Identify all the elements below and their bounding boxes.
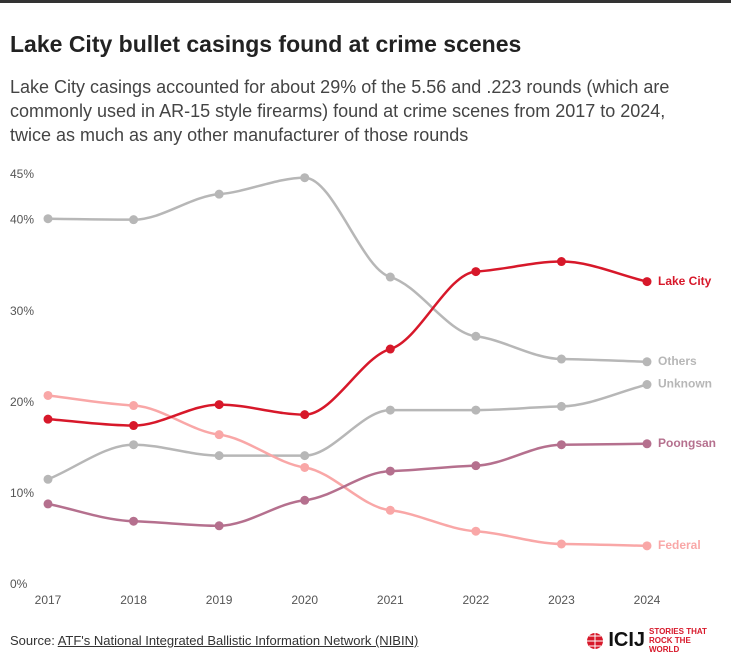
point	[300, 451, 310, 461]
x-tick-label: 2021	[377, 593, 404, 607]
globe-icon	[587, 632, 604, 649]
point	[642, 380, 652, 390]
y-tick-label: 30%	[10, 304, 34, 318]
point	[300, 173, 310, 183]
point	[129, 440, 139, 450]
point	[642, 541, 652, 551]
line	[47, 394, 648, 548]
point	[43, 214, 53, 224]
point	[471, 461, 481, 471]
line	[47, 383, 648, 481]
series-label: Unknown	[658, 377, 712, 391]
point	[642, 357, 652, 367]
source: Source: ATF's National Integrated Ballis…	[10, 633, 418, 648]
point	[214, 189, 224, 199]
point	[43, 474, 53, 484]
point	[385, 466, 395, 476]
point	[129, 516, 139, 526]
point	[556, 354, 566, 364]
x-tick-label: 2019	[206, 593, 233, 607]
point	[385, 405, 395, 415]
x-tick-label: 2020	[291, 593, 318, 607]
point	[300, 495, 310, 505]
x-tick-label: 2018	[120, 593, 147, 607]
source-label: Source:	[10, 633, 55, 648]
point	[385, 505, 395, 515]
y-tick-label: 10%	[10, 486, 34, 500]
point	[129, 401, 139, 411]
x-tick-label: 2023	[548, 593, 575, 607]
y-tick-label: 0%	[10, 577, 28, 591]
line	[47, 260, 648, 427]
point	[43, 414, 53, 424]
point	[556, 440, 566, 450]
point	[471, 526, 481, 536]
series-label: Lake City	[658, 274, 712, 288]
chart-title: Lake City bullet casings found at crime …	[10, 31, 522, 57]
point	[214, 430, 224, 440]
point	[642, 277, 652, 287]
point	[642, 439, 652, 449]
chart: 0% 10% 20% 30% 40% 45% 2017 2018 2019 2020 2021 202…	[10, 167, 716, 607]
point	[300, 410, 310, 420]
x-tick-label: 2017	[35, 593, 62, 607]
series-label: Others	[658, 354, 697, 368]
point	[471, 267, 481, 277]
line	[47, 442, 648, 528]
point	[129, 215, 139, 225]
source-link[interactable]: ATF's National Integrated Ballistic Info…	[57, 633, 419, 648]
point	[556, 257, 566, 267]
series-label: Poongsan	[658, 436, 716, 450]
y-tick-label: 45%	[10, 167, 34, 181]
x-tick-label: 2022	[463, 593, 490, 607]
point	[385, 344, 395, 354]
point	[214, 451, 224, 461]
chart-subtitle: Lake City casings accounted for about 29…	[10, 77, 670, 145]
point	[43, 499, 53, 509]
point	[300, 462, 310, 472]
point	[214, 521, 224, 531]
point	[129, 421, 139, 431]
x-tick-label: 2024	[634, 593, 661, 607]
line	[47, 176, 648, 364]
logo-tagline: STORIES THAT ROCK THE WORLD	[649, 627, 707, 654]
point	[43, 390, 53, 400]
logo: ICIJ STORIES THAT ROCK THE WORLD	[586, 627, 719, 654]
y-tick-label: 20%	[10, 395, 34, 409]
point	[214, 400, 224, 410]
point	[471, 331, 481, 341]
logo-text: ICIJ	[608, 629, 645, 651]
point	[556, 401, 566, 411]
series-label: Federal	[658, 538, 701, 552]
point	[385, 272, 395, 282]
point	[471, 405, 481, 415]
y-tick-label: 40%	[10, 213, 34, 227]
point	[556, 539, 566, 549]
